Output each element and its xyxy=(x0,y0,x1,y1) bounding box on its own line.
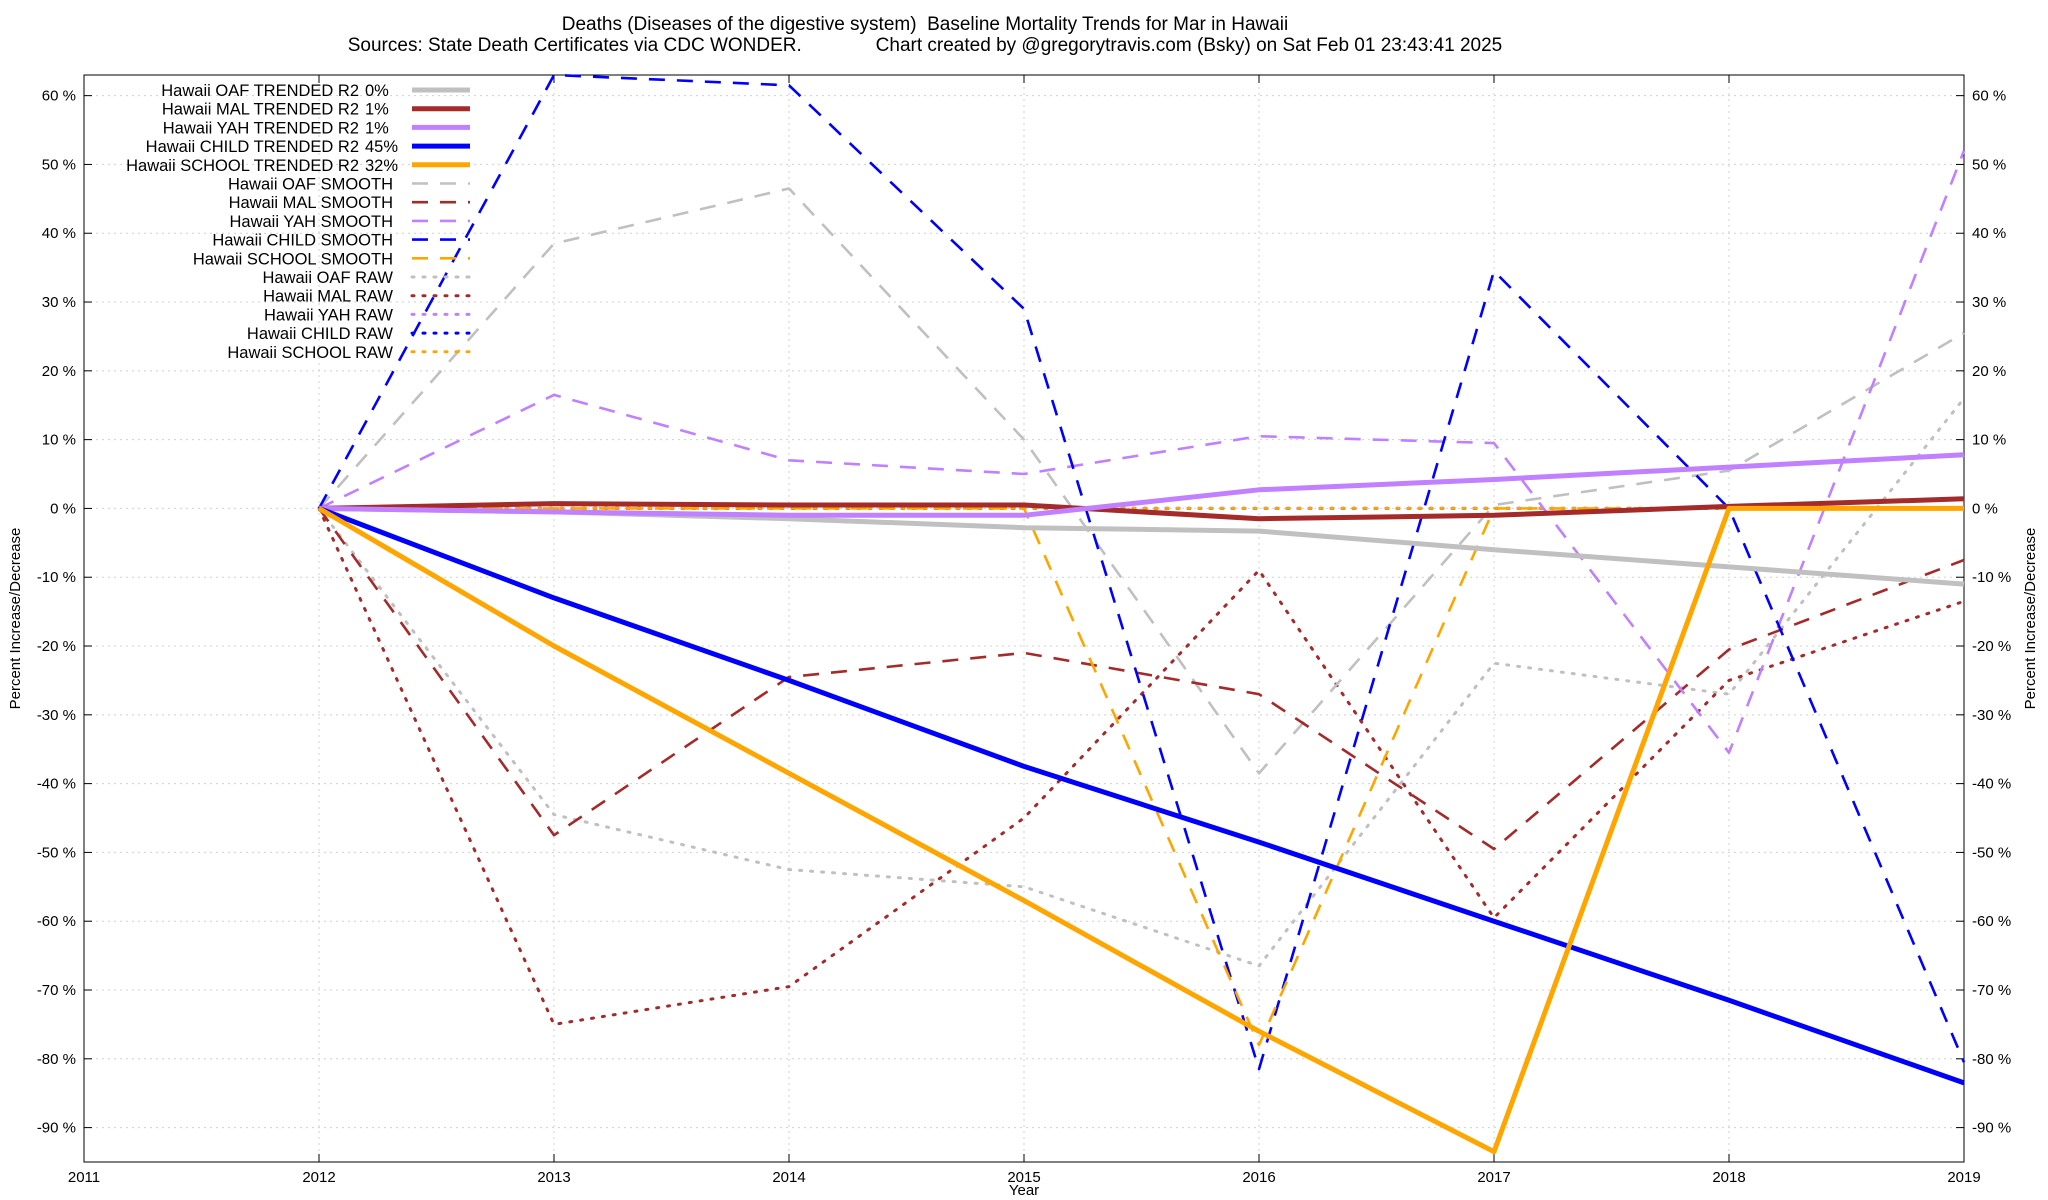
y2-tick-label: -70 % xyxy=(1972,982,2011,999)
y2-tick-label: 30 % xyxy=(1972,294,2006,311)
series-line-6 xyxy=(317,507,1965,851)
legend-label: Hawaii SCHOOL RAW xyxy=(227,344,393,362)
x-tick-label: 2012 xyxy=(302,1169,335,1186)
y2-tick-label: 60 % xyxy=(1972,88,2006,105)
y2-tick-label: -80 % xyxy=(1972,1051,2011,1068)
x-tick-label: 2018 xyxy=(1712,1169,1745,1186)
y-tick-label: -70 % xyxy=(37,982,76,999)
chart-title: Deaths (Diseases of the digestive system… xyxy=(561,14,1289,35)
x-tick-label: 2015 xyxy=(1007,1169,1040,1186)
y2-tick-label: -60 % xyxy=(1972,913,2011,930)
x-tick-label: 2014 xyxy=(772,1169,805,1186)
series-line-4 xyxy=(317,505,1964,1155)
legend-r2: 32% xyxy=(365,157,398,175)
y-tick-label: -50 % xyxy=(37,844,76,861)
chart-subtitle: Sources: State Death Certificates via CD… xyxy=(347,35,1503,56)
y-tick-label: -90 % xyxy=(37,1120,76,1137)
y2-tick-label: -50 % xyxy=(1972,844,2011,861)
series-lines xyxy=(317,73,1966,1155)
y-tick-label: 50 % xyxy=(42,156,76,173)
legend-label: Hawaii OAF TRENDED R2 xyxy=(161,82,359,100)
series-line-2 xyxy=(318,452,1965,518)
legend-label: Hawaii SCHOOL TRENDED R2 xyxy=(126,157,359,175)
y2-tick-label: -10 % xyxy=(1972,569,2011,586)
axis-ticks: 60 % 60 % 50 % 50 % 40 % 40 % 30 % 30 % 20 % 20 %… xyxy=(37,75,2011,1186)
x-tick-label: 2017 xyxy=(1477,1169,1510,1186)
legend-r2: 0% xyxy=(365,82,389,100)
series-line-1 xyxy=(318,496,1965,522)
series-line-3 xyxy=(318,506,1965,1086)
y-tick-label: 20 % xyxy=(42,363,76,380)
legend-label: Hawaii CHILD RAW xyxy=(247,325,394,343)
series-line-11 xyxy=(317,506,1966,1026)
y-tick-label: 60 % xyxy=(42,88,76,105)
y-tick-label: 10 % xyxy=(42,432,76,449)
legend-label: Hawaii OAF RAW xyxy=(263,269,394,287)
legend-label: Hawaii YAH SMOOTH xyxy=(229,213,393,231)
legend-label: Hawaii MAL TRENDED R2 xyxy=(162,101,359,119)
legend-r2: 1% xyxy=(365,101,389,119)
legend-r2: 45% xyxy=(365,138,398,156)
y-tick-label: 30 % xyxy=(42,294,76,311)
legend-label: Hawaii YAH RAW xyxy=(264,306,393,324)
y2-tick-label: -90 % xyxy=(1972,1120,2011,1137)
y-tick-label: -40 % xyxy=(37,776,76,793)
legend-label: Hawaii MAL SMOOTH xyxy=(229,194,393,212)
y2-axis-title: Percent Increase/Decrease xyxy=(2022,528,2039,710)
legend-label: Hawaii OAF SMOOTH xyxy=(228,176,393,194)
y2-tick-label: 20 % xyxy=(1972,363,2006,380)
y-tick-label: 40 % xyxy=(42,225,76,242)
y-axis-title: Percent Increase/Decrease xyxy=(7,528,24,710)
y2-tick-label: 10 % xyxy=(1972,432,2006,449)
x-tick-label: 2016 xyxy=(1242,1169,1275,1186)
legend-label: Hawaii MAL RAW xyxy=(263,288,393,306)
x-tick-label: 2013 xyxy=(537,1169,570,1186)
legend-r2: 1% xyxy=(365,119,389,137)
y-tick-label: -30 % xyxy=(37,707,76,724)
series-line-8 xyxy=(317,73,1966,1071)
y-tick-label: -80 % xyxy=(37,1051,76,1068)
y2-tick-label: 0 % xyxy=(1972,500,1998,517)
legend-label: Hawaii CHILD TRENDED R2 xyxy=(146,138,359,156)
y-tick-label: -10 % xyxy=(37,569,76,586)
legend-label: Hawaii YAH TRENDED R2 xyxy=(163,119,359,137)
y2-tick-label: 40 % xyxy=(1972,225,2006,242)
y2-tick-label: -30 % xyxy=(1972,707,2011,724)
x-tick-label: 2019 xyxy=(1947,1169,1980,1186)
y2-tick-label: -20 % xyxy=(1972,638,2011,655)
series-line-10 xyxy=(317,396,1966,968)
x-tick-label: 2011 xyxy=(68,1169,100,1186)
series-line-5 xyxy=(318,187,1965,775)
legend: Hawaii OAF TRENDED R2 0% Hawaii MAL TRENDE… xyxy=(126,82,472,362)
legend-label: Hawaii SCHOOL SMOOTH xyxy=(193,250,393,268)
y-tick-label: 0 % xyxy=(50,500,76,517)
y-tick-label: -20 % xyxy=(37,638,76,655)
x-axis-title: Year xyxy=(1009,1182,1039,1199)
y2-tick-label: 50 % xyxy=(1972,156,2006,173)
legend-label: Hawaii CHILD SMOOTH xyxy=(212,232,393,250)
y2-tick-label: -40 % xyxy=(1972,776,2011,793)
y-tick-label: -60 % xyxy=(37,913,76,930)
